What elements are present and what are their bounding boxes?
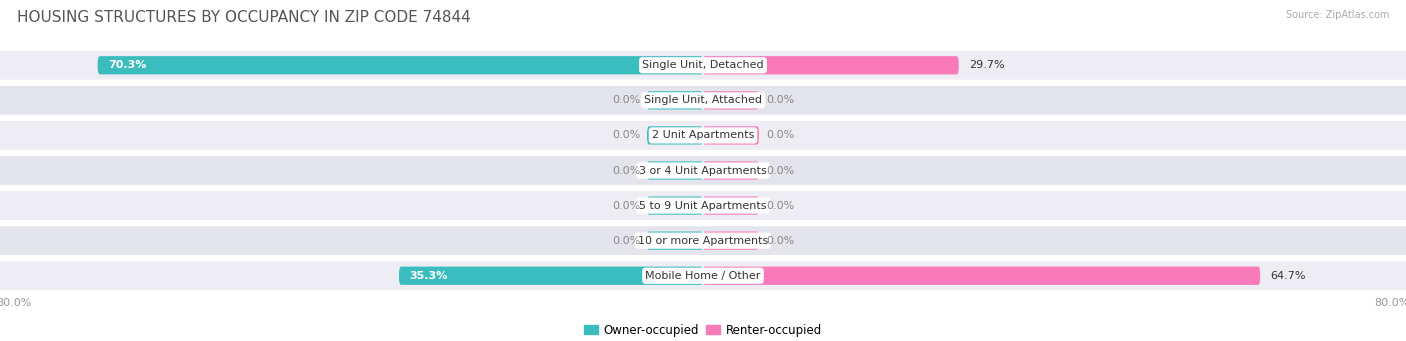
FancyBboxPatch shape — [0, 156, 1406, 185]
Text: Single Unit, Attached: Single Unit, Attached — [644, 95, 762, 105]
FancyBboxPatch shape — [0, 86, 1406, 115]
FancyBboxPatch shape — [0, 261, 1406, 290]
FancyBboxPatch shape — [647, 91, 703, 109]
Text: 0.0%: 0.0% — [612, 130, 640, 140]
FancyBboxPatch shape — [97, 56, 703, 74]
FancyBboxPatch shape — [0, 121, 1406, 150]
FancyBboxPatch shape — [647, 161, 703, 180]
FancyBboxPatch shape — [703, 161, 759, 180]
Text: 0.0%: 0.0% — [612, 95, 640, 105]
Text: 0.0%: 0.0% — [612, 165, 640, 176]
Text: 0.0%: 0.0% — [766, 130, 794, 140]
Text: 70.3%: 70.3% — [108, 60, 146, 70]
FancyBboxPatch shape — [0, 191, 1406, 220]
FancyBboxPatch shape — [703, 91, 759, 109]
FancyBboxPatch shape — [0, 226, 1406, 255]
Text: 0.0%: 0.0% — [612, 201, 640, 211]
Text: Mobile Home / Other: Mobile Home / Other — [645, 271, 761, 281]
FancyBboxPatch shape — [399, 267, 703, 285]
Legend: Owner-occupied, Renter-occupied: Owner-occupied, Renter-occupied — [579, 319, 827, 341]
FancyBboxPatch shape — [647, 196, 703, 215]
Text: Single Unit, Detached: Single Unit, Detached — [643, 60, 763, 70]
Text: 0.0%: 0.0% — [612, 236, 640, 246]
Text: 64.7%: 64.7% — [1271, 271, 1306, 281]
Text: 0.0%: 0.0% — [766, 201, 794, 211]
Text: 35.3%: 35.3% — [409, 271, 447, 281]
FancyBboxPatch shape — [647, 232, 703, 250]
Text: 2 Unit Apartments: 2 Unit Apartments — [652, 130, 754, 140]
FancyBboxPatch shape — [703, 126, 759, 145]
FancyBboxPatch shape — [703, 196, 759, 215]
FancyBboxPatch shape — [647, 126, 703, 145]
FancyBboxPatch shape — [703, 232, 759, 250]
FancyBboxPatch shape — [703, 56, 959, 74]
Text: HOUSING STRUCTURES BY OCCUPANCY IN ZIP CODE 74844: HOUSING STRUCTURES BY OCCUPANCY IN ZIP C… — [17, 10, 471, 25]
Text: 5 to 9 Unit Apartments: 5 to 9 Unit Apartments — [640, 201, 766, 211]
Text: 10 or more Apartments: 10 or more Apartments — [638, 236, 768, 246]
FancyBboxPatch shape — [0, 51, 1406, 80]
Text: 29.7%: 29.7% — [969, 60, 1005, 70]
Text: 3 or 4 Unit Apartments: 3 or 4 Unit Apartments — [640, 165, 766, 176]
Text: 0.0%: 0.0% — [766, 165, 794, 176]
Text: 0.0%: 0.0% — [766, 95, 794, 105]
Text: 0.0%: 0.0% — [766, 236, 794, 246]
Text: Source: ZipAtlas.com: Source: ZipAtlas.com — [1285, 10, 1389, 20]
FancyBboxPatch shape — [703, 267, 1260, 285]
